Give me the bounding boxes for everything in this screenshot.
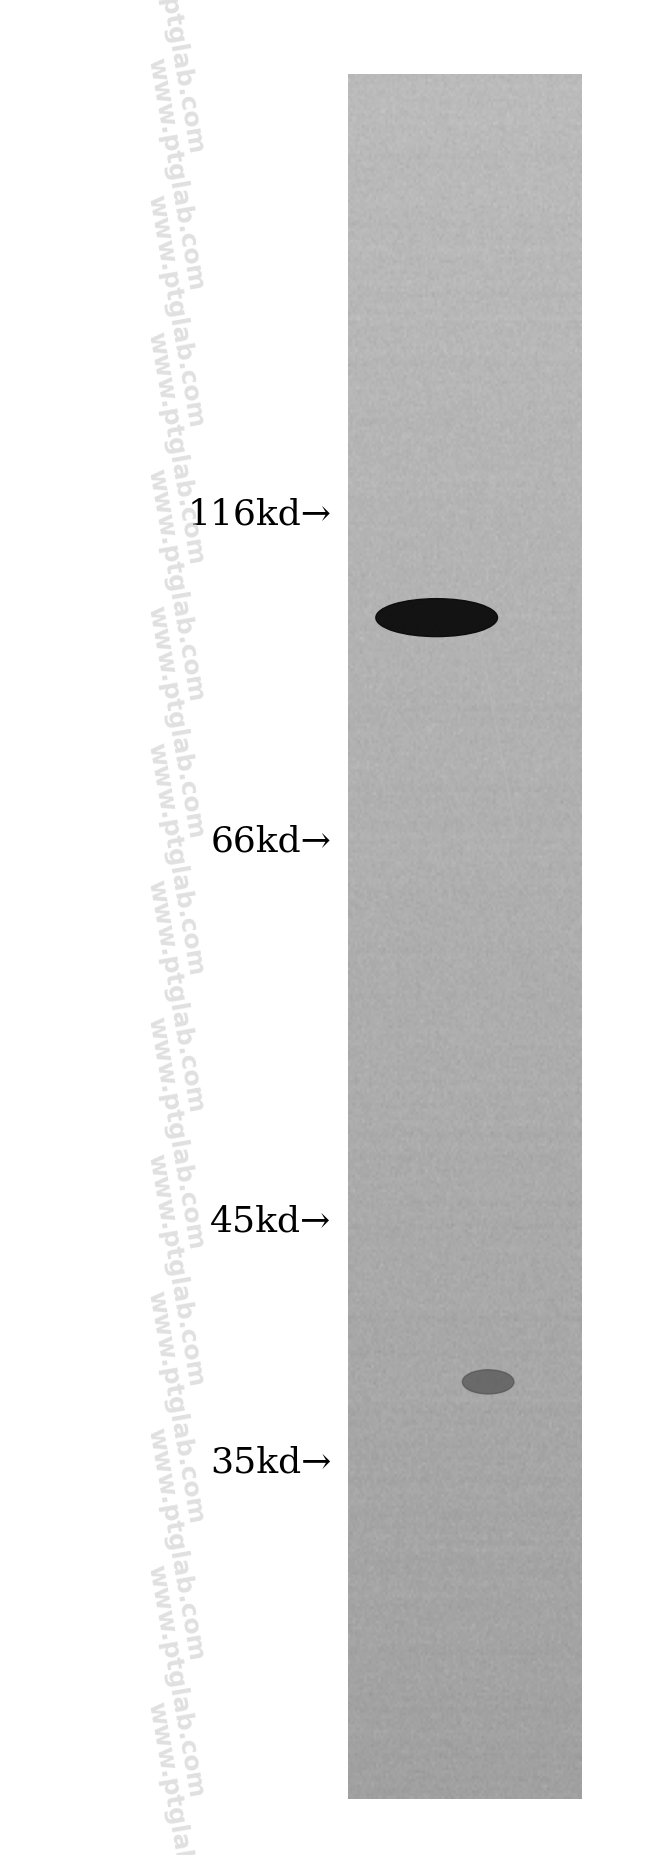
Text: www.ptglab.com: www.ptglab.com xyxy=(143,1015,208,1252)
Text: www.ptglab.com: www.ptglab.com xyxy=(143,193,208,429)
Text: www.ptglab.com: www.ptglab.com xyxy=(143,467,208,703)
Text: 116kd→: 116kd→ xyxy=(187,497,332,531)
Text: 66kd→: 66kd→ xyxy=(211,825,332,859)
Text: www.ptglab.com: www.ptglab.com xyxy=(143,330,208,566)
Text: www.ptglab.com: www.ptglab.com xyxy=(143,1152,208,1388)
Text: www.ptglab.com: www.ptglab.com xyxy=(143,877,208,1115)
Text: www.ptglab.com: www.ptglab.com xyxy=(143,1562,208,1799)
Text: www.ptglab.com: www.ptglab.com xyxy=(143,1699,208,1855)
Text: www.ptglab.com: www.ptglab.com xyxy=(143,1289,208,1525)
Text: www.ptglab.com: www.ptglab.com xyxy=(143,740,208,978)
Ellipse shape xyxy=(462,1369,514,1393)
Text: www.ptglab.com: www.ptglab.com xyxy=(143,603,208,840)
Ellipse shape xyxy=(376,599,497,636)
Text: 45kd→: 45kd→ xyxy=(210,1204,332,1239)
Text: www.ptglab.com: www.ptglab.com xyxy=(143,0,208,156)
Text: 35kd→: 35kd→ xyxy=(210,1445,332,1480)
Text: www.ptglab.com: www.ptglab.com xyxy=(143,1426,208,1662)
Text: www.ptglab.com: www.ptglab.com xyxy=(143,56,208,293)
